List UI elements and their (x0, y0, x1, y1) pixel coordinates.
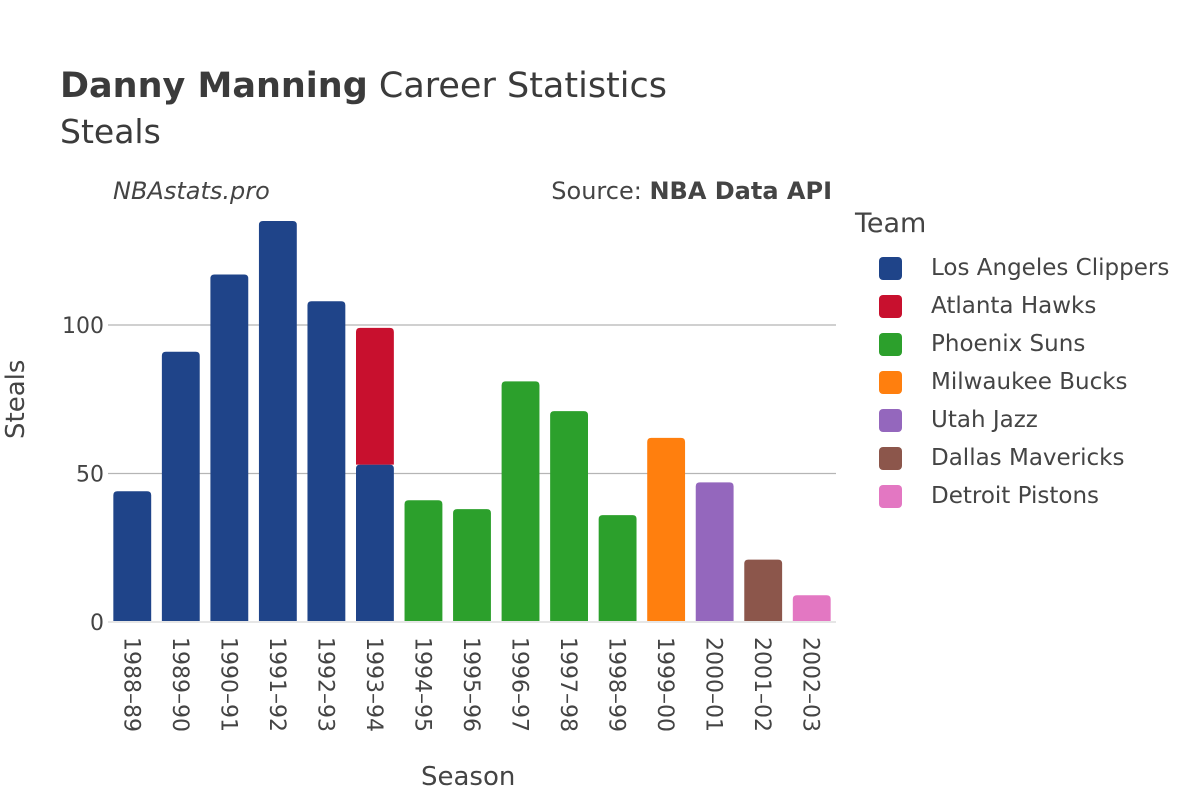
legend-swatch (879, 446, 902, 470)
x-tick-label: 2002–03 (798, 637, 823, 732)
x-tick-label: 1994–95 (409, 637, 434, 732)
legend-item[interactable]: Los Angeles Clippers (855, 249, 1169, 287)
watermark: NBAstats.pro (113, 177, 270, 205)
bar (307, 301, 346, 622)
x-tick-label: 1996–97 (507, 637, 532, 732)
bar (161, 351, 200, 622)
x-tick-label: 1990–91 (215, 637, 240, 732)
bar (598, 515, 637, 622)
x-axis-title: Season (421, 762, 516, 792)
bar (356, 327, 394, 465)
x-tick-label: 1997–98 (555, 637, 580, 732)
x-tick-label: 1992–93 (312, 637, 337, 732)
legend-swatch (879, 294, 902, 318)
bar (113, 491, 152, 622)
legend-item[interactable]: Detroit Pistons (855, 477, 1169, 515)
legend-title: Team (855, 208, 927, 239)
title-rest: Career Statistics (367, 66, 667, 106)
x-tick-label: 2000–01 (701, 637, 726, 732)
y-tick-label: 100 (62, 314, 104, 339)
legend: Team Los Angeles Clippers Atlanta Hawks Ph… (855, 208, 1169, 515)
legend-label: Milwaukee Bucks (931, 369, 1128, 395)
x-tick-label: 2001–02 (749, 637, 774, 732)
legend-item[interactable]: Dallas Mavericks (855, 439, 1169, 477)
legend-label: Dallas Mavericks (931, 445, 1125, 471)
x-tick-label: 1991–92 (264, 637, 289, 732)
bar (453, 509, 491, 622)
legend-swatch (879, 370, 902, 394)
legend-label: Los Angeles Clippers (931, 255, 1170, 281)
chart-subtitle: Steals (60, 112, 161, 151)
x-tick-label: 1995–96 (458, 637, 483, 732)
legend-item[interactable]: Phoenix Suns (855, 325, 1169, 363)
bar (695, 482, 734, 622)
bar (210, 274, 249, 622)
legend-swatch (879, 408, 902, 432)
source-name: NBA Data API (649, 177, 832, 205)
bar (647, 437, 686, 622)
bar (792, 595, 831, 622)
bar (550, 411, 588, 622)
source-prefix: Source: (551, 177, 650, 205)
y-axis-title: Steals (1, 359, 31, 439)
chart-title: Danny Manning Career Statistics (60, 66, 667, 106)
y-tick-label: 50 (76, 462, 104, 487)
bar (404, 500, 443, 622)
legend-label: Atlanta Hawks (931, 293, 1097, 319)
legend-swatch (879, 256, 902, 280)
x-tick-label: 1999–00 (652, 637, 677, 732)
legend-item[interactable]: Utah Jazz (855, 401, 1169, 439)
legend-swatch (879, 484, 902, 508)
legend-label: Phoenix Suns (931, 331, 1086, 357)
legend-label: Utah Jazz (931, 407, 1038, 433)
player-name: Danny Manning (60, 66, 368, 106)
x-tick-label: 1989–90 (167, 637, 192, 732)
bar (744, 559, 783, 622)
x-tick-label: 1993–94 (361, 637, 386, 732)
source-credit: Source: NBA Data API (551, 177, 832, 205)
y-tick-label: 0 (90, 611, 104, 636)
x-tick-label: 1988–89 (118, 637, 143, 732)
legend-item[interactable]: Atlanta Hawks (855, 287, 1169, 325)
legend-item[interactable]: Milwaukee Bucks (855, 363, 1169, 401)
x-tick-label: 1998–99 (604, 637, 629, 732)
legend-swatch (879, 332, 902, 356)
bar (258, 221, 297, 622)
legend-label: Detroit Pistons (931, 483, 1100, 509)
bar (356, 464, 394, 622)
bar (501, 381, 540, 622)
